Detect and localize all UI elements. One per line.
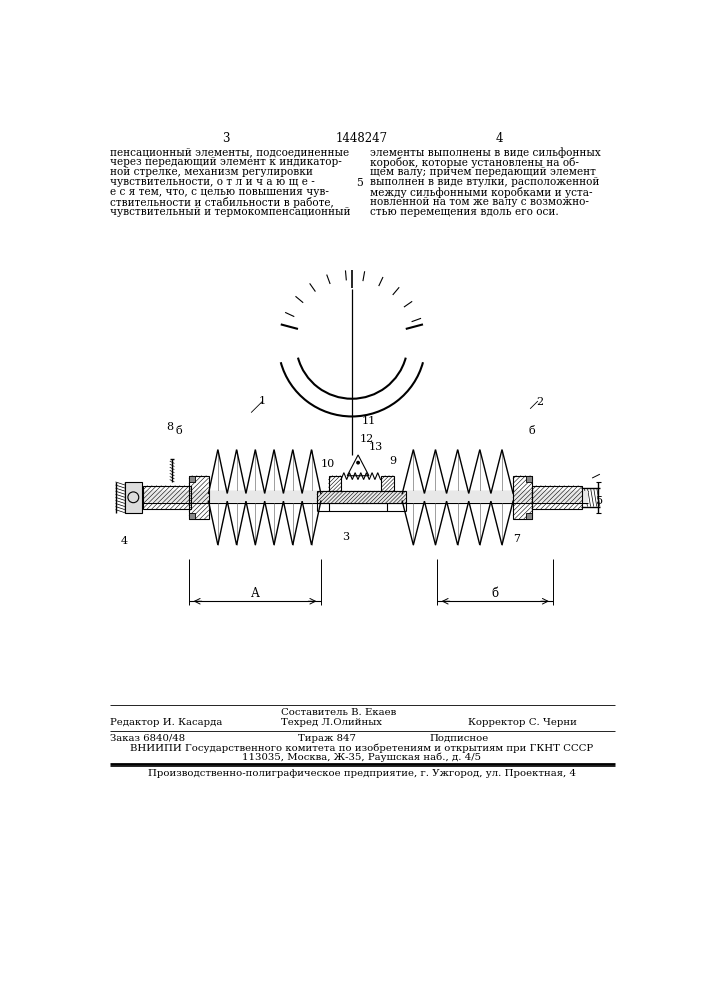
Text: Подписное: Подписное	[429, 734, 489, 743]
Circle shape	[356, 461, 360, 465]
Text: Тираж 847: Тираж 847	[298, 734, 356, 743]
Text: ствительности и стабильности в работе,: ствительности и стабильности в работе,	[110, 197, 334, 208]
Text: б: б	[491, 587, 499, 600]
Text: пенсационный элементы, подсоединенные: пенсационный элементы, подсоединенные	[110, 147, 349, 157]
Text: ВНИИПИ Государственного комитета по изобретениям и открытиям при ГКНТ СССР: ВНИИПИ Государственного комитета по изоб…	[130, 744, 593, 753]
Text: 1448247: 1448247	[336, 132, 388, 145]
Text: 4: 4	[121, 536, 128, 546]
Polygon shape	[125, 482, 142, 513]
Text: ной стрелке, механизм регулировки: ной стрелке, механизм регулировки	[110, 167, 313, 177]
Text: 12: 12	[360, 434, 374, 444]
Text: 7: 7	[513, 534, 520, 544]
Text: 1: 1	[259, 396, 266, 406]
Text: 8: 8	[166, 422, 173, 432]
Text: элементы выполнены в виде сильфонных: элементы выполнены в виде сильфонных	[370, 147, 600, 158]
Text: 11: 11	[362, 416, 376, 426]
Text: А: А	[250, 587, 259, 600]
Text: 3: 3	[343, 532, 350, 542]
Text: б: б	[175, 426, 182, 436]
Text: 3: 3	[222, 132, 229, 145]
Text: Корректор С. Черни: Корректор С. Черни	[468, 718, 577, 727]
Text: е с я тем, что, с целью повышения чув-: е с я тем, что, с целью повышения чув-	[110, 187, 329, 197]
Text: б: б	[529, 426, 535, 436]
Text: 2: 2	[537, 397, 544, 407]
Text: 13: 13	[369, 442, 383, 452]
Text: 5: 5	[356, 178, 363, 188]
Text: 113035, Москва, Ж-35, Раушская наб., д. 4/5: 113035, Москва, Ж-35, Раушская наб., д. …	[243, 753, 481, 762]
Text: Редактор И. Касарда: Редактор И. Касарда	[110, 718, 223, 727]
Polygon shape	[189, 513, 195, 519]
Text: щем валу; причем передающий элемент: щем валу; причем передающий элемент	[370, 167, 595, 177]
Text: новленной на том же валу с возможно-: новленной на том же валу с возможно-	[370, 197, 588, 207]
Polygon shape	[526, 476, 532, 482]
Text: Техред Л.Олийных: Техред Л.Олийных	[281, 718, 382, 727]
Text: Производственно-полиграфическое предприятие, г. Ужгород, ул. Проектная, 4: Производственно-полиграфическое предприя…	[148, 769, 576, 778]
Text: 4: 4	[496, 132, 503, 145]
Text: между сильфонными коробками и уста-: между сильфонными коробками и уста-	[370, 187, 592, 198]
Text: 9: 9	[389, 456, 396, 466]
Text: Заказ 6840/48: Заказ 6840/48	[110, 734, 185, 743]
Text: стью перемещения вдоль его оси.: стью перемещения вдоль его оси.	[370, 207, 559, 217]
Text: коробок, которые установлены на об-: коробок, которые установлены на об-	[370, 157, 578, 168]
Polygon shape	[526, 513, 532, 519]
Text: Составитель В. Екаев: Составитель В. Екаев	[281, 708, 396, 717]
Text: через передающий элемент к индикатор-: через передающий элемент к индикатор-	[110, 157, 341, 167]
Text: 10: 10	[321, 459, 335, 469]
Text: 5: 5	[596, 496, 603, 506]
Text: чувствительности, о т л и ч а ю щ е -: чувствительности, о т л и ч а ю щ е -	[110, 177, 315, 187]
Polygon shape	[134, 491, 588, 503]
Text: выполнен в виде втулки, расположенной: выполнен в виде втулки, расположенной	[370, 177, 599, 187]
Polygon shape	[189, 476, 195, 482]
Text: чувствительный и термокомпенсационный: чувствительный и термокомпенсационный	[110, 207, 351, 217]
